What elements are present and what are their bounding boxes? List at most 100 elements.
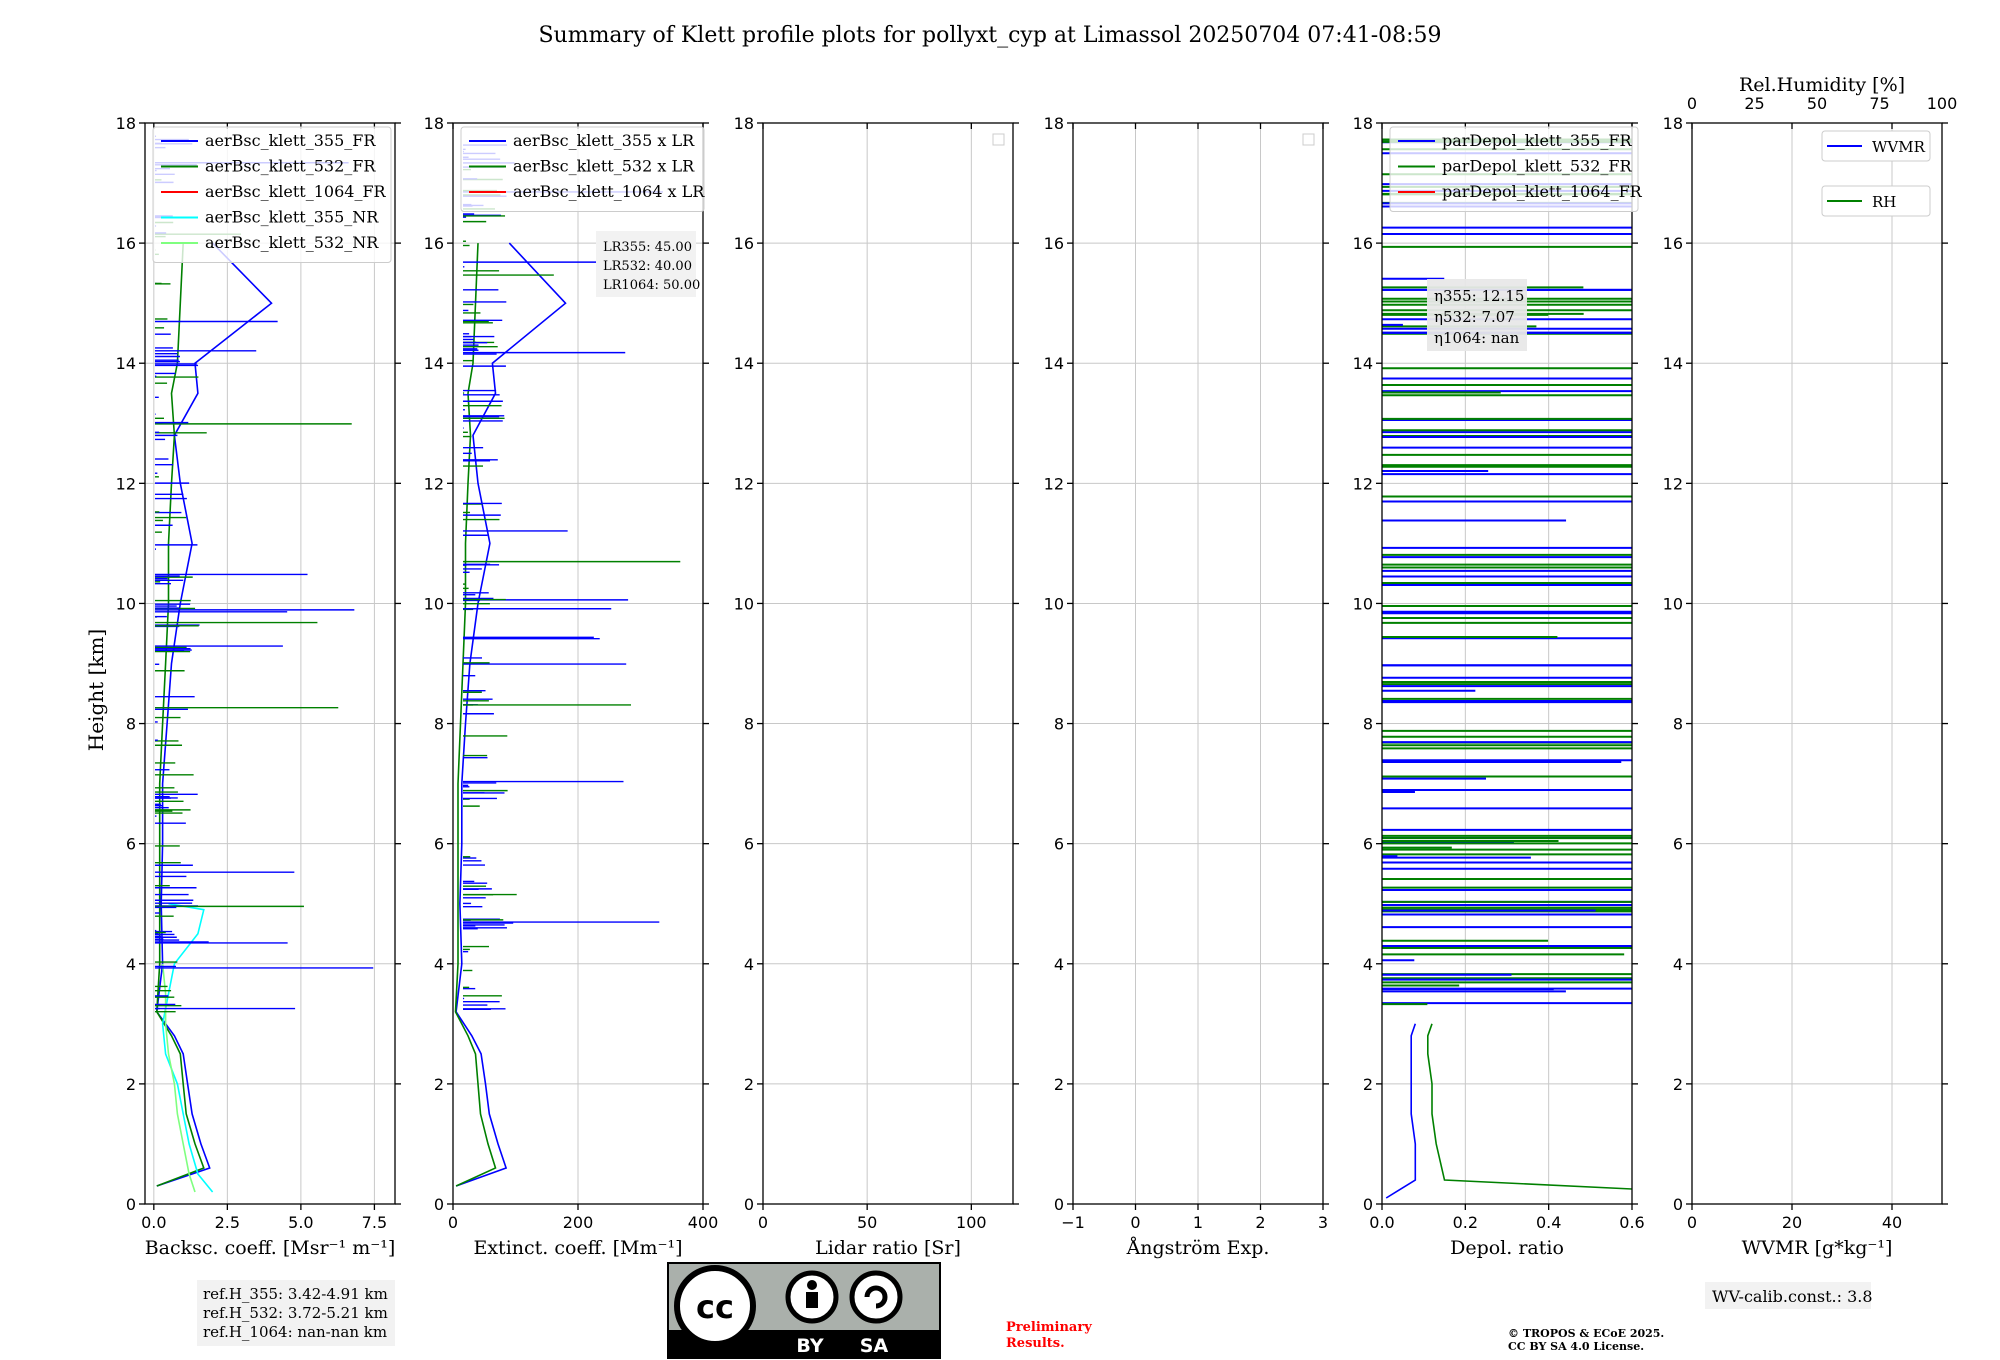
top-axis-label: Rel.Humidity [%] — [1739, 74, 1905, 96]
x-tick-label: 40 — [1882, 1213, 1902, 1232]
legend-depol: parDepol_klett_355_FR parDepol_klett_532_… — [1389, 126, 1643, 212]
y-tick-label: 12 — [116, 474, 136, 493]
y-tick-label: 10 — [1663, 594, 1683, 613]
legend-entry: aerBsc_klett_532_FR — [205, 157, 376, 176]
x-axis-label-ext: Extinct. coeff. [Mm⁻¹] — [473, 1237, 682, 1259]
x-tick-label: 0.0 — [1369, 1213, 1394, 1232]
legend-entry: aerBsc_klett_355 x LR — [513, 131, 695, 150]
y-tick-label: 18 — [734, 114, 754, 133]
y-tick-label: 10 — [734, 594, 754, 613]
lidar-ratio-annotation-bg — [596, 231, 696, 297]
y-tick-label: 4 — [126, 955, 136, 974]
legend-box — [152, 126, 392, 263]
y-tick-label: 2 — [1363, 1075, 1373, 1094]
legend-ext: aerBsc_klett_355 x LR aerBsc_klett_532 x … — [460, 126, 705, 212]
y-tick-label: 6 — [126, 835, 136, 854]
y-tick-label: 6 — [1054, 835, 1064, 854]
axes-frame-lr — [762, 122, 1014, 1205]
x-tick-label: 0.2 — [1453, 1213, 1478, 1232]
y-tick-label: 8 — [1054, 715, 1064, 734]
y-tick-label: 2 — [1054, 1075, 1064, 1094]
y-tick-label: 4 — [1673, 955, 1683, 974]
y-tick-label: 2 — [744, 1075, 754, 1094]
y-tick-label: 14 — [734, 354, 754, 373]
wv-calibration-text: WV-calib.const.: 3.8 — [1712, 1287, 1873, 1306]
lidar-ratio-value: LR532: 40.00 — [603, 259, 692, 274]
y-tick-label: 8 — [1673, 715, 1683, 734]
legend-entry: aerBsc_klett_532 x LR — [513, 157, 695, 176]
ref-height-532: ref.H_532: 3.72-5.21 km — [203, 1304, 388, 1322]
by-attribution-body — [806, 1292, 818, 1308]
copyright-line-2: CC BY SA 4.0 License. — [1508, 1340, 1644, 1353]
copyright-line-1: © TROPOS & ECoE 2025. — [1508, 1327, 1664, 1340]
y-tick-label: 14 — [116, 354, 136, 373]
x-tick-label: 0 — [1687, 1213, 1697, 1232]
ref-height-355: ref.H_355: 3.42-4.91 km — [203, 1285, 388, 1303]
lidar-ratio-value: LR355: 45.00 — [603, 240, 692, 255]
x-tick-label: 0 — [448, 1213, 458, 1232]
x-tick-label: 50 — [857, 1213, 877, 1232]
y-tick-label: 0 — [1054, 1195, 1064, 1214]
series-group-ext — [454, 144, 681, 1187]
y-tick-label: 18 — [1663, 114, 1683, 133]
y-tick-label: 16 — [734, 234, 754, 253]
y-tick-label: 16 — [1044, 234, 1064, 253]
top-tick-label: 100 — [1927, 94, 1958, 113]
legend-entry: parDepol_klett_532_FR — [1442, 157, 1633, 176]
x-axis-label-bsc: Backsc. coeff. [Msr⁻¹ m⁻¹] — [145, 1237, 396, 1259]
preliminary-line-2: Results. — [1006, 1336, 1065, 1351]
legend-entry: aerBsc_klett_355_FR — [205, 131, 376, 150]
axes-frame-depol — [1381, 122, 1633, 1205]
x-tick-label: 0.6 — [1619, 1213, 1644, 1232]
y-tick-label: 14 — [1044, 354, 1064, 373]
y-tick-label: 4 — [1054, 955, 1064, 974]
by-attribution-head — [807, 1280, 817, 1290]
y-tick-label: 12 — [734, 474, 754, 493]
y-tick-label: 4 — [1363, 955, 1373, 974]
y-tick-label: 12 — [424, 474, 444, 493]
empty-legend-icon — [992, 133, 1005, 146]
by-label: BY — [796, 1335, 823, 1357]
panel-depol: 0 2 4 6 8 10 12 14 16 18 0.0 0.2 0.4 0.6 Depol. ratio p… — [1353, 114, 1645, 1259]
y-tick-label: 18 — [424, 114, 444, 133]
y-tick-label: 0 — [1363, 1195, 1373, 1214]
x-axis-label-ang: Ångström Exp. — [1126, 1237, 1270, 1259]
eta-annotation: η355: 12.15 η532: 7.07 η1064: nan — [1427, 279, 1527, 351]
y-tick-label: 6 — [1363, 835, 1373, 854]
x-tick-label: 100 — [956, 1213, 987, 1232]
eta-value: η532: 7.07 — [1434, 308, 1515, 326]
y-tick-label: 14 — [424, 354, 444, 373]
y-tick-label: 6 — [1673, 835, 1683, 854]
y-tick-label: 0 — [434, 1195, 444, 1214]
y-tick-label: 12 — [1353, 474, 1373, 493]
preliminary-line-1: Preliminary — [1006, 1320, 1092, 1335]
x-tick-label: 2.5 — [215, 1213, 240, 1232]
panel-lr: 0 2 4 6 8 10 12 14 16 18 0 50 100 Lidar ratio [Sr] — [734, 114, 1019, 1259]
eta-value: η1064: nan — [1434, 329, 1520, 347]
y-tick-label: 8 — [744, 715, 754, 734]
x-tick-label: 200 — [563, 1213, 594, 1232]
y-tick-label: 16 — [1663, 234, 1683, 253]
series-group-bsc — [155, 135, 374, 1193]
sa-sharealike-icon — [849, 1270, 903, 1324]
legend-entry: aerBsc_klett_532_NR — [205, 233, 379, 252]
y-tick-label: 2 — [126, 1075, 136, 1094]
y-tick-label: 16 — [424, 234, 444, 253]
eta-annotation-bg — [1427, 279, 1527, 351]
cc-logo-icon — [674, 1265, 756, 1347]
legend-entry: aerBsc_klett_355_NR — [205, 208, 379, 227]
empty-legend-icon — [1302, 133, 1315, 146]
y-tick-label: 8 — [434, 715, 444, 734]
series-line-aerBsc_klett_355_NR — [161, 902, 214, 1193]
y-tick-label: 2 — [1673, 1075, 1683, 1094]
legend-entry: aerBsc_klett_1064_FR — [205, 182, 387, 201]
legend-entry: RH — [1872, 193, 1896, 211]
x-axis-label-wv: WVMR [g*kg⁻¹] — [1742, 1237, 1893, 1259]
top-tick-label: 25 — [1744, 94, 1764, 113]
y-tick-label: 0 — [1673, 1195, 1683, 1214]
x-tick-label: 5.0 — [288, 1213, 313, 1232]
y-tick-label: 16 — [116, 234, 136, 253]
legend-box — [1821, 185, 1931, 217]
